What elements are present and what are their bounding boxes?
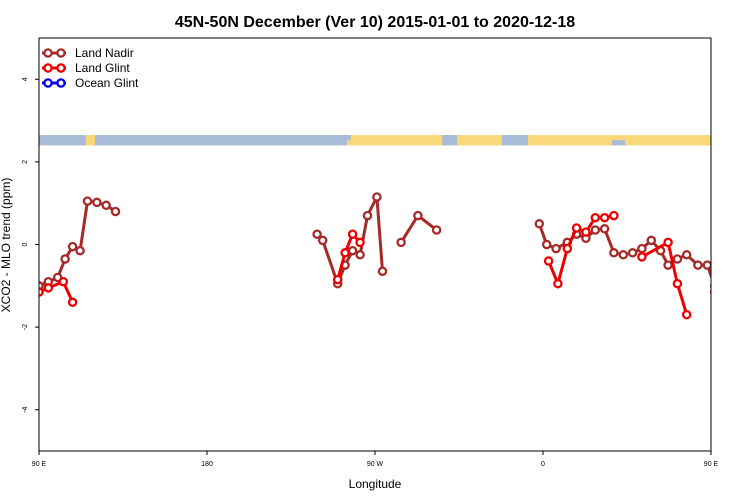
y-axis-label: XCO2 - MLO trend (ppm) [0, 178, 13, 313]
land-nadir-point [101, 200, 111, 211]
land-glint-point [599, 212, 610, 223]
world-map-strip [39, 135, 750, 146]
land-nadir-point [672, 254, 683, 264]
legend-land-nadir-label: Land Nadir [75, 46, 134, 60]
axes: 90 E 180 90 W 0 90 E -4 -2 0 2 4 [22, 37, 719, 468]
land-glint-point [745, 299, 750, 306]
chart-title: 45N-50N December (Ver 10) 2015-01-01 to … [175, 14, 575, 31]
land-glint-point [663, 237, 673, 248]
land-nadir-point [67, 241, 78, 252]
map-strip-ocean [442, 135, 458, 146]
land-glint-point [709, 289, 711, 295]
land-nadir-point [599, 224, 610, 234]
map-strip-ocean [95, 135, 347, 146]
land-glint-point [581, 227, 591, 237]
land-glint-point [58, 276, 69, 287]
land-glint-point [43, 283, 54, 293]
y-tick-label: 0 [22, 242, 29, 246]
land-nadir-point [627, 248, 638, 258]
y-tick-label: 2 [22, 160, 29, 164]
series-layer [39, 192, 750, 320]
land-glint-line [715, 282, 749, 303]
legend-ocean-glint-marker [56, 78, 66, 88]
land-glint-point [609, 210, 619, 221]
land-nadir-point [110, 206, 121, 217]
land-glint-point [553, 278, 563, 289]
land-nadir-point [82, 196, 93, 206]
land-nadir-point [709, 282, 711, 289]
x-tick-label: 90 W [367, 461, 384, 468]
land-nadir-line [39, 199, 117, 288]
land-glint-line [641, 240, 689, 316]
x-axis-label: Longitude [349, 477, 402, 491]
x-tick-label: 90 E [704, 461, 719, 468]
land-nadir-point [347, 245, 358, 256]
land-nadir-point [702, 260, 711, 270]
map-strip-ocean [39, 135, 86, 146]
land-glint-point [347, 229, 358, 239]
land-nadir-point [362, 210, 373, 221]
land-nadir-point [413, 210, 423, 221]
legend-ocean-glint-marker [43, 78, 53, 88]
land-glint-point [562, 243, 573, 254]
x-tick-label: 0 [541, 461, 545, 468]
land-nadir-point [317, 235, 328, 246]
land-nadir-point [637, 243, 647, 254]
land-glint-point [637, 252, 647, 262]
land-nadir-point [590, 225, 601, 235]
land-nadir-point [75, 245, 85, 256]
land-glint-point [681, 309, 692, 320]
land-nadir-point [372, 192, 382, 202]
land-nadir-point [431, 225, 442, 235]
legend-ocean-glint-label: Ocean Glint [75, 76, 139, 90]
map-strip-land [39, 135, 711, 146]
land-glint-point [721, 284, 728, 291]
land-glint-point [332, 274, 343, 285]
x-tick-label: 180 [201, 461, 213, 468]
land-nadir-point [739, 255, 746, 262]
map-strip-ocean [612, 140, 626, 146]
land-nadir-point [60, 254, 70, 264]
land-nadir-point [355, 250, 365, 260]
map-strip-ocean [722, 135, 750, 145]
land-nadir-point [541, 239, 552, 250]
land-nadir-point [92, 197, 102, 208]
land-glint-line [39, 280, 74, 303]
y-tick-label: -4 [22, 406, 29, 412]
x-tick-label: 90 E [32, 461, 47, 468]
land-glint-point [571, 223, 582, 233]
land-nadir-point [721, 278, 728, 285]
legend-land-glint-label: Land Glint [75, 61, 130, 75]
land-nadir-point [693, 260, 703, 270]
y-tick-label: 4 [22, 77, 29, 81]
legend-land-nadir-marker [43, 48, 53, 58]
land-glint-point [340, 248, 350, 258]
land-nadir-point [663, 260, 673, 270]
land-glint-point [543, 256, 554, 266]
land-glint-point [67, 297, 78, 308]
land-nadir-point [646, 235, 657, 246]
land-glint-point [672, 278, 683, 289]
land-nadir-point [618, 250, 629, 260]
land-nadir-point [396, 237, 406, 248]
legend-land-nadir-marker [56, 48, 66, 58]
land-nadir-point [534, 219, 545, 229]
land-nadir-point [609, 248, 619, 258]
land-nadir-point [312, 229, 322, 239]
y-tick-label: -2 [22, 324, 29, 330]
legend-land-glint-marker [56, 63, 66, 73]
land-nadir-point [681, 250, 692, 260]
land-nadir-point [551, 243, 561, 254]
land-glint-point [590, 212, 601, 223]
map-strip-ocean [501, 135, 529, 146]
land-nadir-point [730, 276, 737, 283]
map-strip-ocean [341, 135, 351, 141]
land-glint-point [355, 237, 365, 248]
legend-land-glint-marker [43, 63, 53, 73]
land-glint-point [735, 278, 742, 285]
land-nadir-point [377, 266, 388, 277]
land-glint-line [336, 232, 362, 280]
